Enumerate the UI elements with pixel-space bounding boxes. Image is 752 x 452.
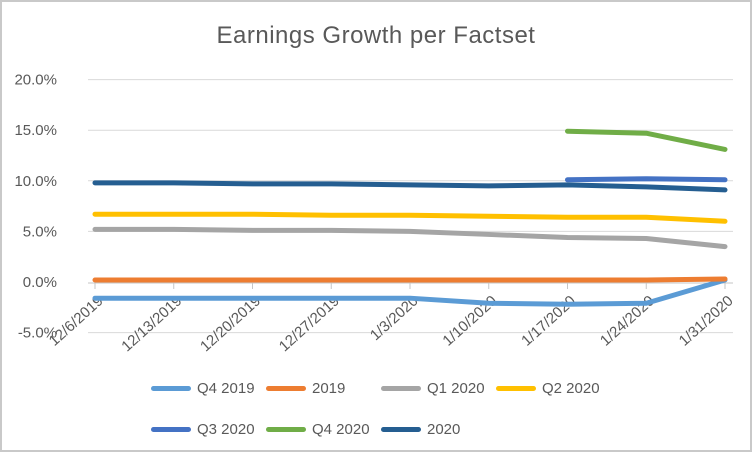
legend-row-1: Q4 2019 2019 Q1 2020 Q2 2020 (151, 377, 611, 399)
y-axis-labels: 20.0% 15.0% 10.0% 5.0% 0.0% -5.0% (14, 72, 57, 342)
legend-item-q4-2019[interactable]: Q4 2019 (151, 377, 266, 399)
series-line-q1-2020[interactable] (92, 226, 728, 250)
y-tick-label: 15.0% (14, 122, 57, 139)
legend-label: 2019 (312, 379, 346, 397)
legend-item-2019[interactable]: 2019 (266, 377, 381, 399)
legend-item-q3-2020[interactable]: Q3 2020 (151, 418, 266, 440)
legend-key-icon (151, 385, 191, 391)
legend-key-icon (151, 426, 191, 432)
x-tick-label: 12/13/2019 (118, 292, 185, 355)
series-line-q4-2020[interactable] (565, 128, 728, 152)
legend-label: Q2 2020 (542, 379, 600, 397)
legend-item-2020[interactable]: 2020 (381, 418, 496, 440)
x-tick-label: 1/31/2020 (676, 292, 737, 349)
series-line-q2-2020[interactable] (92, 211, 728, 224)
legend-key-icon (266, 426, 306, 432)
x-axis (88, 282, 733, 289)
legend-row-2: Q3 2020 Q4 2020 2020 (151, 418, 496, 440)
chart-title: Earnings Growth per Factset (216, 22, 536, 49)
legend-key-icon (266, 385, 306, 391)
legend-key-icon (496, 385, 536, 391)
x-tick-label: 12/27/2019 (276, 292, 343, 355)
y-tick-label: 0.0% (23, 274, 57, 291)
series-line-q4-2019[interactable] (92, 277, 728, 307)
y-tick-label: -5.0% (18, 325, 57, 342)
x-tick-label: 12/6/2019 (46, 292, 107, 349)
series-line-2020[interactable] (92, 180, 728, 193)
y-tick-label: 10.0% (14, 173, 57, 190)
series-line-q3-2020[interactable] (565, 176, 728, 183)
y-tick-label: 20.0% (14, 72, 57, 89)
legend-label: Q4 2019 (197, 379, 255, 397)
legend-item-q2-2020[interactable]: Q2 2020 (496, 377, 611, 399)
legend-label: Q4 2020 (312, 420, 370, 438)
series-line-2019[interactable] (92, 276, 728, 283)
legend-item-q4-2020[interactable]: Q4 2020 (266, 418, 381, 440)
x-tick-label: 12/20/2019 (197, 292, 264, 355)
series-lines (92, 128, 728, 307)
legend-label: Q3 2020 (197, 420, 255, 438)
y-tick-label: 5.0% (23, 223, 57, 240)
legend-key-icon (381, 385, 421, 391)
legend-item-q1-2020[interactable]: Q1 2020 (381, 377, 496, 399)
legend-key-icon (381, 426, 421, 432)
x-tick-label: 1/17/2020 (518, 292, 579, 349)
legend-label: Q1 2020 (427, 379, 485, 397)
legend-label: 2020 (427, 420, 461, 438)
